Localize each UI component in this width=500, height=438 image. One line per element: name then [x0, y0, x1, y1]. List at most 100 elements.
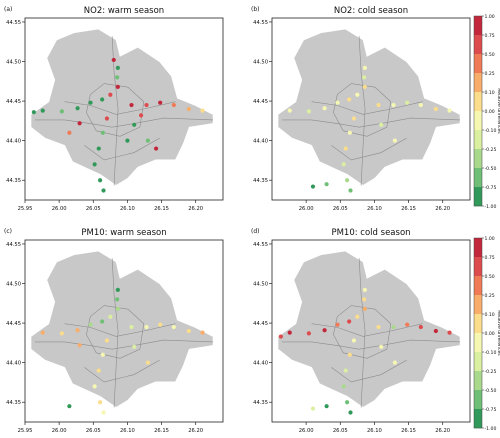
y-tick-label: 44.55: [253, 20, 268, 26]
data-point: [433, 106, 438, 112]
data-point: [104, 116, 110, 121]
data-point: [379, 122, 384, 127]
road-line: [281, 117, 461, 128]
data-point: [355, 314, 360, 319]
y-tick-label: 44.35: [6, 400, 21, 406]
data-point: [362, 287, 367, 292]
panel-label: (c): [4, 228, 12, 235]
chart-title: NO2: cold season: [334, 6, 408, 16]
colorbar-tick-label: -0.50: [485, 166, 497, 172]
x-tick-label: 26.05: [333, 428, 348, 434]
data-point: [348, 188, 353, 193]
colorbar-swatch: [474, 111, 482, 131]
data-point: [98, 178, 103, 183]
data-point: [322, 328, 327, 333]
road-line: [34, 117, 214, 128]
chart-title: NO2: warm season: [84, 6, 164, 16]
data-point: [144, 102, 149, 108]
axes-frame: [271, 17, 471, 201]
colorbar-tick-label: -0.10: [485, 128, 497, 134]
panel-a: 25.95 26.00 26.05 26.10 26.15 26.20 44.35 44.40…: [4, 6, 224, 212]
x-tick-label: 26.05: [86, 428, 101, 434]
colorbar-tick-label: 1.00: [485, 236, 495, 242]
x-tick-label: 26.15: [154, 428, 169, 434]
data-point: [348, 410, 353, 415]
road-line: [358, 36, 366, 186]
data-point: [153, 146, 159, 151]
data-point: [324, 404, 329, 409]
data-point: [111, 57, 116, 63]
data-point: [351, 338, 357, 343]
data-point: [335, 322, 340, 327]
y-tick-label: 44.45: [6, 321, 21, 327]
data-point: [186, 106, 191, 112]
colorbar-tick-label: 0.25: [485, 293, 495, 299]
data-point: [171, 102, 176, 108]
data-point: [347, 130, 352, 135]
y-tick-label: 44.50: [6, 282, 21, 288]
data-point: [405, 100, 410, 105]
road-line: [86, 83, 145, 137]
data-point: [447, 108, 452, 113]
data-point: [379, 344, 384, 349]
panel-label: (a): [4, 6, 12, 13]
data-point: [108, 92, 113, 97]
data-point: [351, 116, 357, 121]
axes-frame: [24, 239, 224, 423]
data-point: [115, 75, 120, 80]
y-tick-label: 44.55: [6, 20, 21, 26]
data-point: [96, 146, 101, 151]
x-tick-label: 26.15: [401, 206, 416, 212]
colorbar-tick-label: 0.75: [485, 255, 495, 261]
x-tick-label: 26.10: [120, 428, 135, 434]
data-point: [75, 106, 80, 111]
data-point: [347, 319, 352, 324]
data-point: [347, 352, 352, 357]
x-tick-label: 26.10: [367, 428, 382, 434]
colorbar: 1.00 0.75 0.50 0.25 0.10 0.00 -0.10 -0.25 -0.50 -…: [473, 14, 500, 210]
colorbar-swatch: [474, 352, 482, 372]
x-tick-label: 26.00: [52, 428, 67, 434]
data-point: [322, 106, 327, 111]
data-point: [341, 162, 346, 167]
data-point: [418, 102, 423, 108]
data-point: [59, 109, 64, 114]
colorbar-tick-label: 0.00: [485, 331, 495, 337]
road-line: [333, 305, 392, 359]
colorbar-tick-label: -0.50: [485, 388, 497, 394]
x-tick-label: 26.05: [333, 206, 348, 212]
data-point: [115, 65, 120, 70]
data-point: [362, 297, 367, 302]
data-point: [376, 324, 381, 330]
data-point: [88, 322, 93, 327]
data-point: [391, 324, 396, 330]
data-point: [108, 314, 113, 319]
data-point: [40, 108, 45, 113]
data-point: [67, 130, 72, 135]
data-point: [278, 334, 283, 339]
data-point: [129, 102, 134, 108]
colorbar: 1.00 0.75 0.50 0.25 0.10 0.00 -0.10 -0.25 -0.50 -…: [473, 236, 500, 432]
data-point: [418, 324, 423, 330]
data-point: [200, 108, 205, 113]
x-tick-label: 26.10: [367, 206, 382, 212]
y-tick-label: 44.35: [253, 178, 268, 184]
data-point: [92, 162, 97, 167]
colorbar-tick-label: -0.75: [485, 185, 497, 191]
road-line: [86, 305, 145, 359]
y-tick-label: 44.50: [6, 60, 21, 66]
x-tick-label: 25.95: [18, 206, 33, 212]
data-point: [345, 400, 350, 405]
panel-d: 26.00 26.05 26.10 26.15 26.20 44.35 44.40 44.45…: [251, 228, 471, 434]
data-point: [132, 344, 137, 349]
colorbar-swatch: [474, 73, 482, 93]
data-point: [77, 121, 82, 126]
city-area: [30, 250, 214, 408]
colorbar-tick-label: 0.25: [485, 71, 495, 77]
axes-frame: [271, 239, 471, 423]
data-point: [405, 322, 410, 327]
data-point: [362, 75, 367, 80]
road-line: [34, 339, 214, 350]
data-point: [67, 404, 72, 409]
data-point: [100, 97, 105, 102]
